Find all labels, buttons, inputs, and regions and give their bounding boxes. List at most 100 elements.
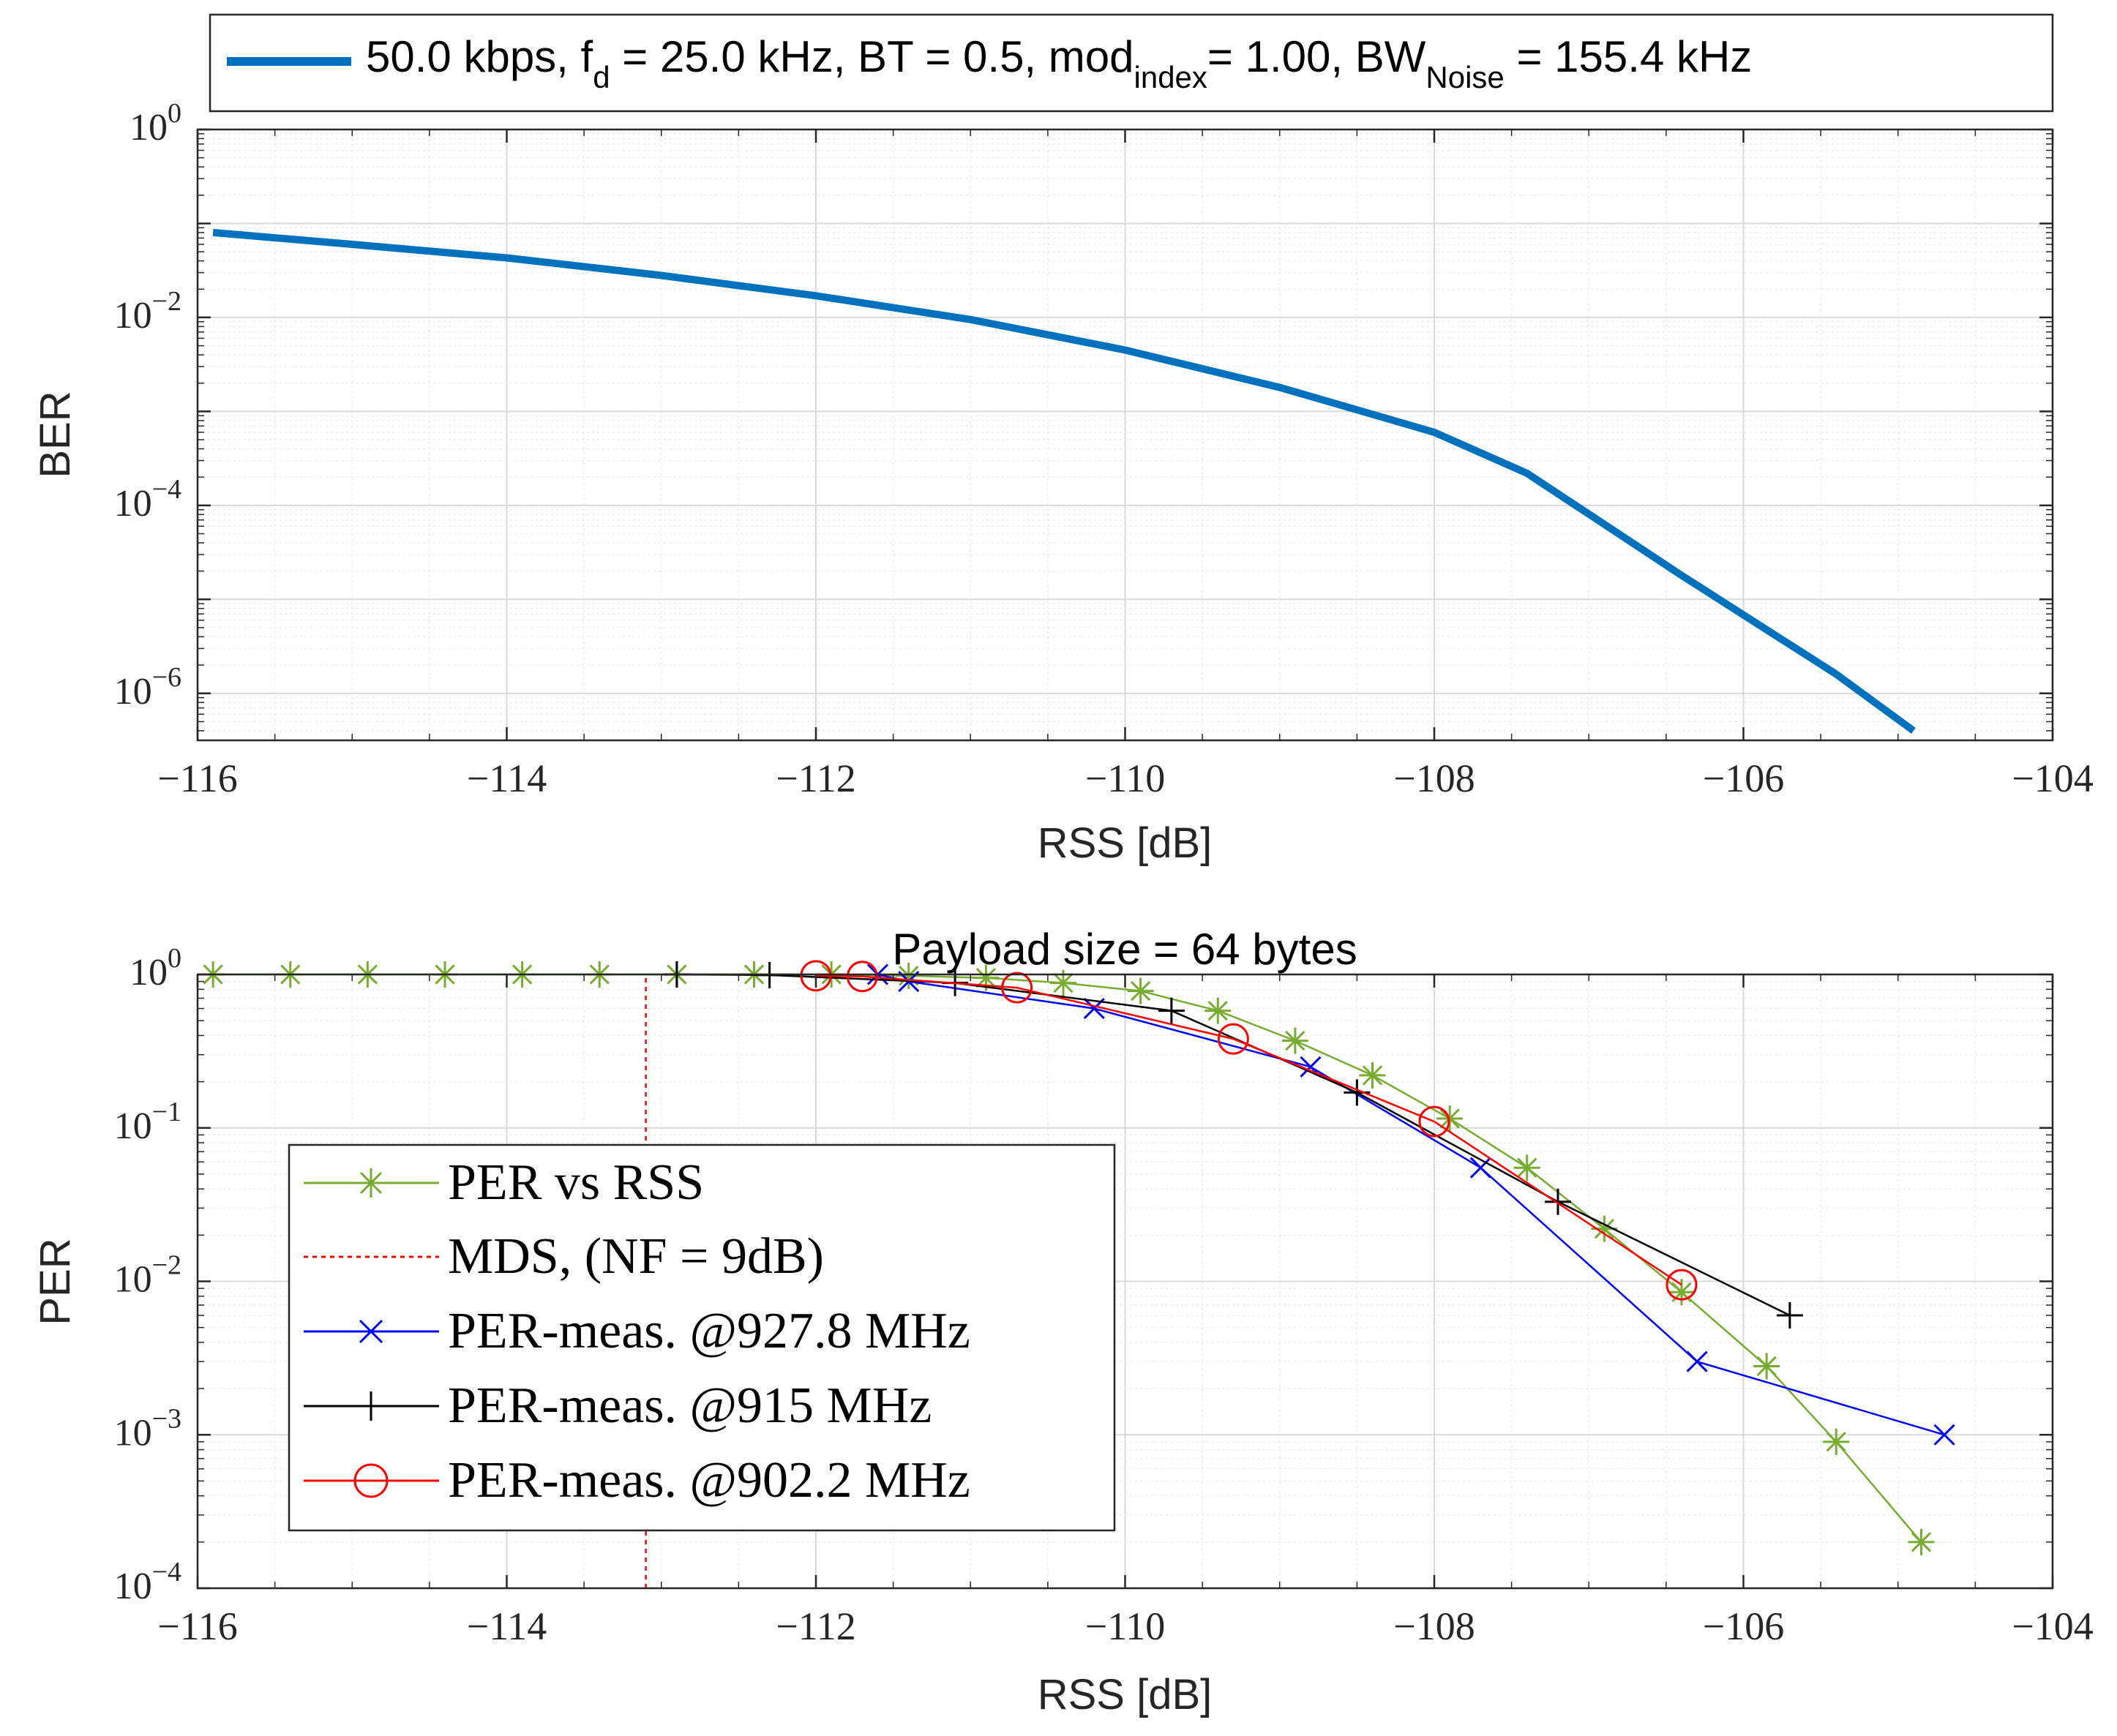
per-legend-label: PER vs RSS [448,1154,704,1211]
ber-x-tick-label: −114 [467,756,547,800]
per-marker-asterisk [1362,1065,1383,1086]
per-plot: −116 −114 −112 −110 −108 −106 −104 10010−110−2… [31,925,2094,1718]
per-y-tick-label: 10−1 [114,1097,181,1147]
per-legend-label: PER-meas. @927.8 MHz [448,1303,970,1359]
ber-legend-text: 50.0 kbps, fd = 25.0 kHz, BT = 0.5, modi… [366,32,1752,94]
per-legend-label: MDS, (NF = 9dB) [448,1228,824,1285]
ber-x-tick-label: −106 [1703,756,1784,800]
per-legend-label: PER-meas. @902.2 MHz [448,1452,970,1508]
legend-part-1-subscript: d [593,60,610,94]
per-x-tick-label: −114 [467,1604,547,1648]
per-y-tick-base: 10 [130,952,168,993]
per-ticks [196,973,2054,1590]
per-y-tick-base: 10 [114,1566,152,1607]
legend-part-6: = 155.4 kHz [1505,32,1753,81]
per-legend-marker [359,1319,383,1344]
ber-y-tick-base: 10 [114,295,152,337]
per-marker-x [1300,1056,1322,1078]
ber-x-tick-labels: −116 −114 −112 −110 −108 −106 −104 [157,756,2093,800]
per-marker-asterisk [1826,1432,1846,1452]
per-marker-asterisk [1053,972,1074,993]
legend-part-4: = 1.00, BW [1207,32,1426,81]
ber-y-tick-base: 10 [130,107,168,149]
per-legend-marker [353,1463,389,1498]
per-marker-circle [1217,1023,1249,1055]
ber-y-tick-label: 100 [130,98,181,149]
per-marker-circle [1666,1269,1698,1301]
ber-series-layer [212,228,1916,734]
ber-x-tick-label: −104 [2012,756,2093,800]
per-x-tick-label: −116 [157,1604,237,1648]
per-marker-asterisk [1594,1219,1615,1239]
ber-x-tick-label: −108 [1393,756,1475,800]
per-marker-circle [800,960,832,992]
per-y-tick-exponent: 0 [168,943,181,974]
legend-part-3-subscript: index [1134,60,1207,94]
ber-y-tick-label: 10−4 [114,474,181,525]
per-marker-asterisk [1517,1157,1537,1178]
per-y-tick-base: 10 [114,1259,152,1301]
per-y-tick-label: 10−3 [114,1403,181,1454]
ber-y-tick-exponent: 0 [168,98,181,129]
ber-x-axis-label: RSS [dB] [1038,819,1213,867]
per-marker-asterisk [1439,1108,1460,1129]
per-marker-asterisk [975,968,997,988]
legend-part-0: 50.0 kbps, f [366,32,593,81]
per-x-tick-label: −106 [1703,1604,1784,1648]
per-marker-x [1469,1157,1491,1179]
ber-x-tick-label: −110 [1085,756,1165,800]
ber-legend: 50.0 kbps, fd = 25.0 kHz, BT = 0.5, modi… [209,13,2054,113]
ber-grid [197,129,2053,740]
ber-plot: −116 −114 −112 −110 −108 −106 −104 10010−210−4… [31,13,2094,867]
per-title: Payload size = 64 bytes [892,925,1357,974]
per-marker-asterisk [899,966,919,986]
per-y-tick-exponent: −1 [152,1097,181,1127]
per-marker-asterisk [1130,980,1151,1002]
per-x-tick-label: −104 [2012,1604,2093,1648]
per-marker-circle [1418,1105,1450,1138]
per-x-tick-labels: −116 −114 −112 −110 −108 −106 −104 [157,1604,2093,1648]
per-y-tick-base: 10 [114,1412,152,1454]
per-y-tick-exponent: −4 [152,1557,181,1587]
per-marker-circle [846,961,878,993]
per-legend: PER vs RSS MDS, (NF = 9dB) PER-meas. @927.… [288,1143,1116,1532]
ber-x-tick-label: −112 [776,756,855,800]
per-legend-label: PER-meas. @915 MHz [448,1378,932,1434]
per-legend-box [288,1143,1116,1532]
legend-part-5-subscript: Noise [1425,60,1504,94]
legend-part-2: = 25.0 kHz, BT = 0.5, mod [610,32,1134,81]
per-marker-x [1933,1424,1955,1446]
per-x-axis-label: RSS [dB] [1038,1671,1213,1718]
per-y-tick-label: 100 [130,943,181,993]
per-x-tick-label: −112 [776,1604,855,1648]
per-y-axis-label: PER [31,1238,79,1325]
per-y-tick-exponent: −3 [152,1403,181,1434]
ber-y-tick-exponent: −4 [152,474,181,505]
per-x-tick-label: −108 [1393,1604,1475,1648]
per-x-tick-label: −110 [1085,1604,1165,1648]
ber-x-tick-label: −116 [157,756,237,800]
per-marker-asterisk [1207,1000,1228,1021]
per-y-tick-label: 10−4 [114,1557,181,1607]
ber-y-tick-base: 10 [114,671,152,713]
ber-y-tick-label: 10−6 [114,662,181,713]
per-marker-asterisk [1285,1030,1305,1051]
per-y-tick-base: 10 [114,1105,152,1147]
per-legend-marker [359,1171,383,1195]
per-marker-circle [1001,972,1033,1004]
per-legend-items: PER vs RSS MDS, (NF = 9dB) PER-meas. @927.… [304,1154,970,1508]
ber-y-tick-exponent: −2 [152,286,181,317]
ber-y-tick-label: 10−2 [114,286,181,337]
per-marker-x [1686,1350,1708,1372]
ber-ticks [196,128,2054,740]
per-y-tick-exponent: −2 [152,1250,181,1281]
ber-y-tick-exponent: −6 [152,662,181,693]
ber-legend-box [209,13,2054,113]
per-marker-asterisk [1911,1532,1932,1552]
ber-y-tick-base: 10 [114,483,152,525]
per-marker-asterisk [1756,1356,1777,1377]
ber-y-axis-label: BER [31,391,79,478]
per-y-tick-label: 10−2 [114,1250,181,1301]
